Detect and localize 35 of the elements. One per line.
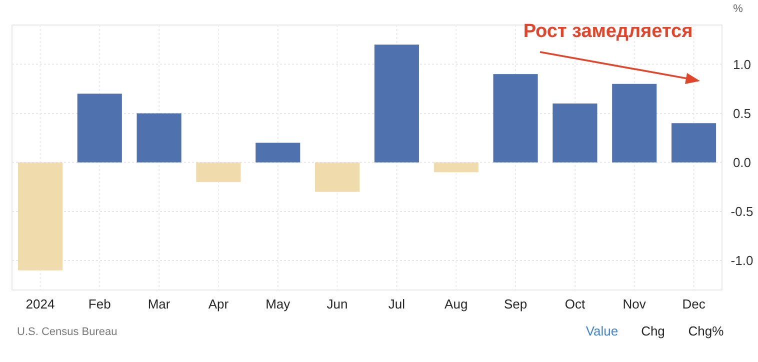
y-tick-label: 0.0: [732, 154, 752, 170]
annotation: Рост замедляется: [523, 21, 693, 42]
bar: [612, 84, 657, 162]
y-tick-label: -0.5: [730, 204, 754, 220]
y-axis-title: %: [733, 3, 744, 15]
bar: [374, 44, 419, 162]
x-tick-label: Sep: [504, 296, 528, 312]
y-tick-label: 0.5: [732, 106, 752, 121]
bar: [256, 142, 300, 162]
bar: [196, 162, 241, 182]
x-tick-label: Jul: [388, 296, 406, 312]
x-tick-label: Apr: [208, 296, 230, 312]
text: U.S. Census Bureau: [17, 326, 118, 338]
bar: [552, 104, 598, 162]
y-tick-label: 1.0: [732, 56, 752, 72]
text: Chg: [641, 324, 665, 339]
bar: [77, 94, 122, 162]
bar: [493, 74, 538, 162]
x-tick-label: Feb: [88, 296, 111, 312]
y-tick-label: -1.0: [730, 253, 754, 268]
bar: [18, 162, 62, 270]
text: Chg%: [688, 324, 724, 339]
x-tick-label: Jun: [326, 296, 348, 312]
bar: [136, 113, 182, 162]
bar: [315, 162, 360, 192]
x-tick-label: 2024: [26, 296, 55, 312]
x-tick-label: Nov: [622, 296, 646, 312]
bar: [434, 162, 478, 172]
bar: [672, 123, 716, 162]
x-tick-label: May: [266, 296, 291, 312]
x-tick-label: Aug: [444, 296, 468, 312]
text: Value: [586, 324, 618, 339]
x-tick-label: Oct: [564, 296, 586, 312]
x-tick-label: Dec: [682, 296, 706, 312]
x-tick-label: Mar: [148, 296, 171, 312]
